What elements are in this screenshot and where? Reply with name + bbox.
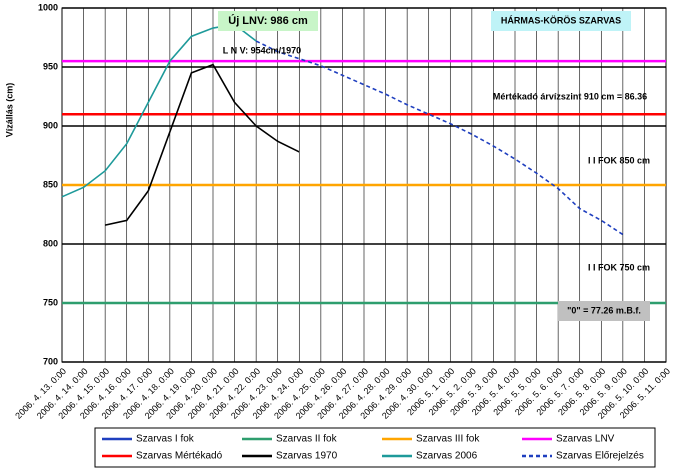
annotation: I I FOK 850 cm xyxy=(588,155,650,165)
legend-label: Szarvas 1970 xyxy=(276,451,338,462)
y-axis-label: Vízállás (cm) xyxy=(4,83,14,138)
y-tick-label: 850 xyxy=(43,179,58,189)
legend-label: Szarvas II fok xyxy=(276,434,338,445)
annotation-box xyxy=(558,301,650,321)
legend-label: Szarvas Mértékadó xyxy=(136,451,223,462)
annotation-box xyxy=(491,11,631,31)
annotation: HÁRMAS-KÖRÖS SZARVAS xyxy=(501,15,621,25)
annotation: L N V: 954cm/1970 xyxy=(223,45,301,55)
y-tick-label: 1000 xyxy=(38,2,58,12)
annotation: Mértékadó árvízszint 910 cm = 86.36 xyxy=(493,91,647,101)
legend-box xyxy=(94,427,656,468)
annotation-box xyxy=(218,11,318,31)
series-line xyxy=(104,63,300,226)
annotation: "0" = 77.26 m.B.f. xyxy=(567,305,641,315)
legend-label: Szarvas Előrejelzés xyxy=(556,451,644,462)
legend-label: Szarvas 2006 xyxy=(416,451,478,462)
legend-label: Szarvas I fok xyxy=(136,434,195,445)
y-tick-label: 700 xyxy=(43,356,58,366)
series-line xyxy=(255,40,624,236)
legend-label: Szarvas LNV xyxy=(556,434,615,445)
annotation: I I FOK 750 cm xyxy=(588,262,650,272)
y-tick-label: 750 xyxy=(43,297,58,307)
annotation: Új LNV: 986 cm xyxy=(228,14,308,27)
y-tick-label: 900 xyxy=(43,120,58,130)
y-tick-label: 950 xyxy=(43,61,58,71)
legend-label: Szarvas III fok xyxy=(416,434,480,445)
y-tick-label: 800 xyxy=(43,238,58,248)
